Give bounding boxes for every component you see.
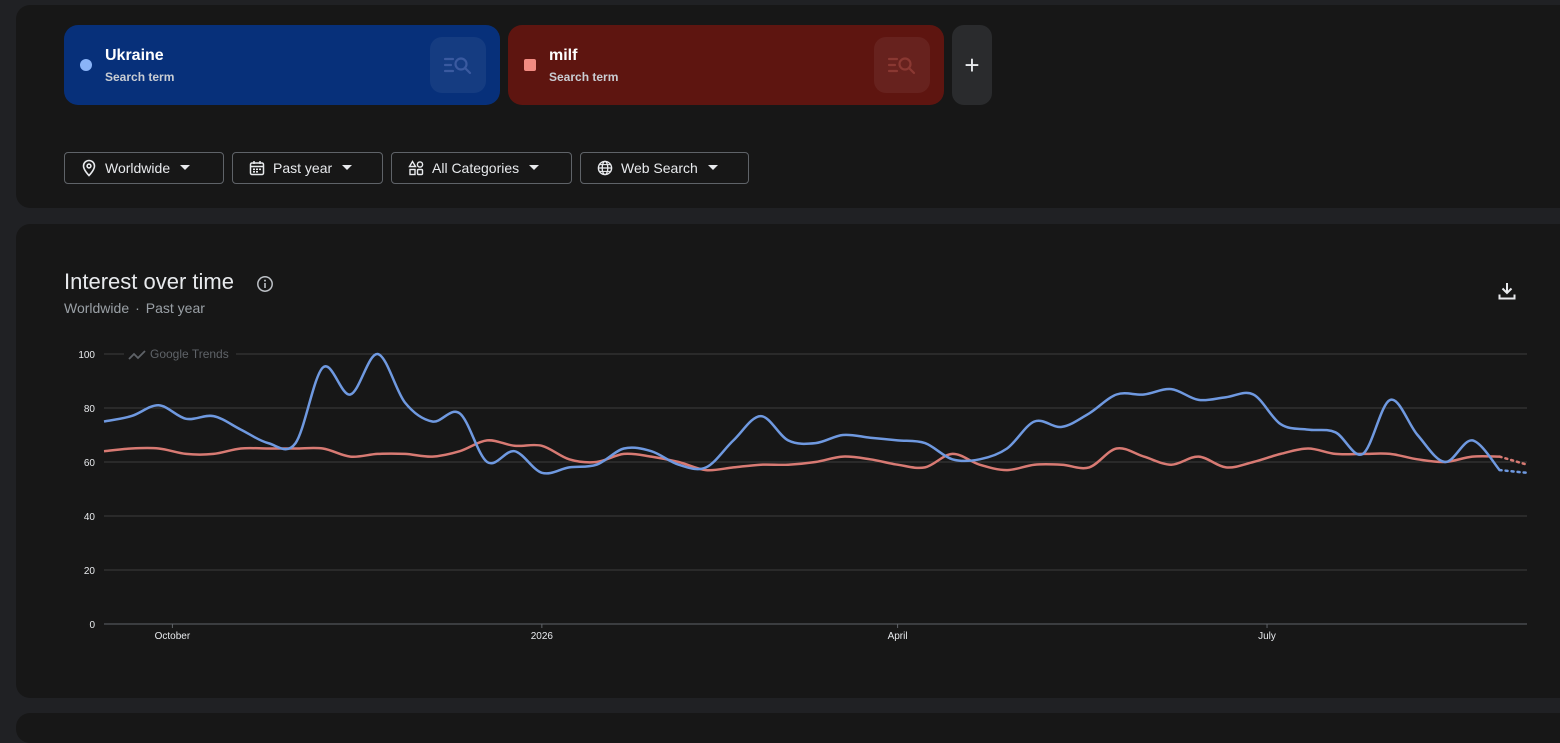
- subtitle-separator: ·: [135, 300, 140, 316]
- series-lines: [103, 352, 1529, 475]
- series-color-square: [524, 59, 536, 71]
- time-filter-label: Past year: [273, 160, 333, 176]
- series-line-ukraine: [103, 352, 1501, 475]
- chevron-down-icon: [342, 165, 353, 171]
- y-tick-label: 100: [78, 350, 95, 361]
- x-tick-label: April: [888, 631, 908, 642]
- info-icon[interactable]: [256, 275, 274, 298]
- chart-title: Interest over time: [64, 269, 234, 294]
- x-tick-label: 2026: [531, 631, 554, 642]
- add-term-button[interactable]: +: [952, 25, 992, 105]
- interest-over-time-card: [16, 224, 1560, 698]
- location-filter[interactable]: Worldwide: [64, 152, 224, 184]
- y-tick-label: 40: [84, 512, 96, 523]
- series-color-dot: [80, 59, 92, 71]
- search-type-filter-label: Web Search: [621, 160, 698, 176]
- chevron-down-icon: [707, 165, 718, 171]
- y-tick-label: 20: [84, 566, 96, 577]
- category-filter-label: All Categories: [432, 160, 520, 176]
- globe-icon: [597, 160, 613, 176]
- series-partial-ukraine: [1498, 468, 1529, 475]
- y-axis-ticks: 0 20 40 60 80 100: [78, 350, 95, 631]
- gridlines: [104, 353, 1527, 625]
- calendar-icon: [249, 160, 265, 176]
- series-line-milf: [103, 439, 1500, 472]
- watermark-label: Google Trends: [150, 347, 229, 361]
- explore-search-icon: [887, 57, 916, 75]
- x-axis-ticks: October 2026 April July: [155, 624, 1276, 642]
- term-type: Search term: [549, 70, 619, 84]
- x-tick-label: July: [1258, 631, 1276, 642]
- y-tick-label: 0: [89, 620, 95, 631]
- term-chip-ukraine[interactable]: Ukraine Search term: [64, 25, 500, 105]
- chevron-down-icon: [529, 165, 540, 171]
- term-name: Ukraine: [105, 47, 164, 64]
- explore-term-button[interactable]: [874, 37, 930, 93]
- explore-term-button[interactable]: [430, 37, 486, 93]
- term-type: Search term: [105, 70, 175, 84]
- categories-icon: [408, 160, 424, 176]
- y-tick-label: 60: [84, 458, 96, 469]
- location-filter-label: Worldwide: [105, 160, 171, 176]
- trend-arrow-icon: [128, 350, 146, 360]
- x-tick-label: October: [155, 631, 191, 642]
- google-trends-watermark: Google Trends: [124, 346, 236, 362]
- chart-subtitle-time: Past year: [145, 300, 205, 316]
- interest-over-time-chart[interactable]: 0 20 40 60 80 100 October 2026 April July Google…: [0, 0, 1560, 723]
- search-type-filter[interactable]: Web Search: [580, 152, 749, 184]
- explore-search-icon: [443, 57, 472, 75]
- category-filter[interactable]: All Categories: [391, 152, 572, 184]
- location-pin-icon: [81, 159, 97, 177]
- term-chip-milf[interactable]: milf Search term: [508, 25, 944, 105]
- series-partial-milf: [1498, 455, 1529, 466]
- chart-subtitle-location: Worldwide: [64, 300, 130, 316]
- chart-subtitle: Worldwide · Past year: [64, 300, 205, 316]
- download-icon[interactable]: [1496, 280, 1518, 307]
- time-filter[interactable]: Past year: [232, 152, 383, 184]
- y-tick-label: 80: [84, 404, 96, 415]
- chevron-down-icon: [180, 165, 191, 171]
- term-name: milf: [549, 47, 578, 64]
